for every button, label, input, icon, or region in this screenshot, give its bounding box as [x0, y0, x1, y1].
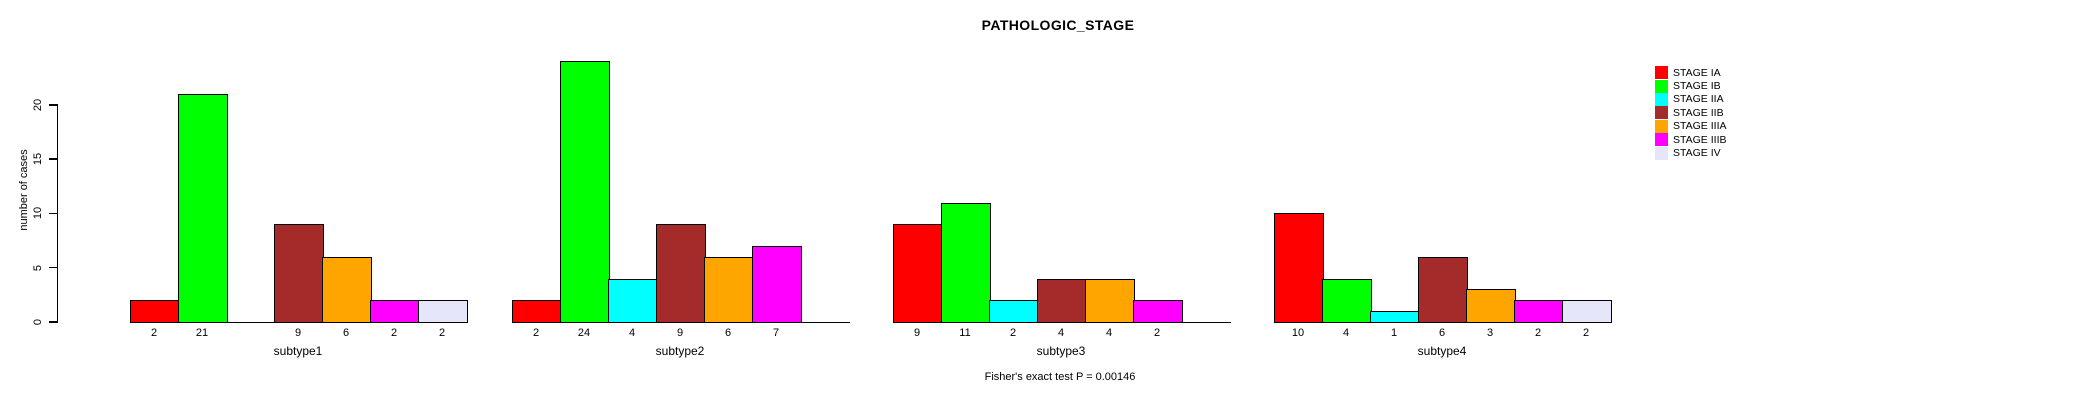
legend-label: STAGE IIA — [1673, 93, 1724, 106]
legend-swatch-icon — [1655, 146, 1668, 160]
bar-value-label: 2 — [438, 327, 446, 339]
y-axis-tick — [48, 266, 57, 269]
bar-value-label: 21 — [195, 327, 209, 339]
group-label: subtype1 — [273, 344, 323, 358]
legend-swatch-icon — [1655, 92, 1668, 106]
bar-stage-iiia — [704, 256, 754, 324]
bar-stage-iiia — [322, 256, 372, 324]
bar-value-label: 9 — [676, 327, 684, 339]
bar-stage-iia — [1370, 311, 1420, 324]
bar-value-label: 24 — [577, 327, 591, 339]
legend-swatch-icon — [1655, 119, 1668, 133]
bar-value-label: 6 — [724, 327, 732, 339]
bar-stage-ib — [560, 61, 610, 324]
bar-stage-ia — [512, 300, 562, 324]
legend-item: STAGE IA — [1655, 66, 1726, 80]
y-axis-label: number of cases — [18, 149, 30, 231]
bar-stage-iia — [989, 300, 1039, 324]
bar-value-label: 11 — [959, 327, 971, 339]
y-axis-tick-label: 15 — [32, 152, 44, 166]
bar-value-label: 2 — [532, 327, 540, 339]
legend-item: STAGE IIIB — [1655, 133, 1727, 147]
bar-stage-iib — [1418, 256, 1468, 324]
y-axis-tick-label: 5 — [32, 264, 44, 271]
bar-value-label: 4 — [628, 327, 636, 339]
group-label: subtype4 — [1417, 344, 1467, 358]
bar-value-label: 4 — [1057, 327, 1065, 339]
bar-value-label: 9 — [913, 327, 921, 339]
legend-label: STAGE IA — [1673, 66, 1721, 79]
bar-stage-ia — [1274, 213, 1324, 324]
bar-value-label: 9 — [294, 327, 302, 339]
y-axis-tick-label: 20 — [32, 98, 44, 111]
bar-stage-iiib — [370, 300, 420, 324]
bar-value-label: 4 — [1342, 327, 1350, 339]
chart-title: PATHOLOGIC_STAGE — [981, 17, 1135, 33]
legend-item: STAGE IIB — [1655, 106, 1726, 120]
legend: STAGE IA STAGE IB STAGE IIA STAGE IIB STAGE … — [1655, 66, 1726, 160]
bar-value-label: 2 — [150, 327, 158, 339]
legend-swatch-icon — [1655, 106, 1668, 120]
bar-stage-iib — [274, 224, 324, 324]
legend-swatch-icon — [1655, 66, 1668, 80]
legend-swatch-icon — [1655, 79, 1668, 93]
bar-value-label: 6 — [1438, 327, 1446, 339]
bar-stage-iiib — [752, 245, 802, 324]
bar-stage-iib — [1037, 278, 1087, 324]
fisher-test-annotation: Fisher's exact test P = 0.00146 — [984, 371, 1136, 383]
legend-label: STAGE IV — [1673, 147, 1721, 160]
bar-value-label: 2 — [390, 327, 398, 339]
bar-stage-ib — [1322, 278, 1372, 324]
legend-label: STAGE IB — [1673, 80, 1721, 93]
bar-value-label: 6 — [342, 327, 350, 339]
y-axis-tick — [48, 158, 57, 160]
bar-stage-iiia — [1085, 278, 1135, 324]
bar-value-label: 2 — [1534, 327, 1542, 339]
bar-value-label: 1 — [1390, 327, 1398, 339]
bar-value-label: 2 — [1153, 327, 1161, 339]
bar-value-label: 7 — [772, 327, 780, 339]
bar-value-label: 2 — [1009, 327, 1017, 339]
legend-label: STAGE IIB — [1673, 106, 1724, 119]
bar-stage-ia — [893, 224, 943, 324]
bar-stage-iia — [608, 278, 658, 324]
bar-value-label: 10 — [1291, 327, 1305, 339]
bar-stage-ia — [130, 300, 180, 324]
group-label: subtype2 — [655, 344, 705, 358]
legend-label: STAGE IIIA — [1673, 120, 1727, 133]
bar-stage-iv — [1562, 300, 1612, 324]
legend-label: STAGE IIIB — [1673, 133, 1727, 146]
y-axis-tick — [48, 321, 57, 323]
bar-stage-iiib — [1133, 300, 1183, 324]
bar-value-label: 3 — [1486, 327, 1494, 339]
y-axis-tick — [48, 212, 57, 215]
bar-value-label: 4 — [1105, 327, 1113, 339]
bar-stage-iiia — [1466, 289, 1516, 324]
y-axis-tick-label: 0 — [32, 318, 44, 326]
legend-item: STAGE IB — [1655, 79, 1726, 93]
legend-item: STAGE IIIA — [1655, 119, 1727, 133]
y-axis-line — [56, 104, 58, 323]
legend-swatch-icon — [1655, 133, 1668, 147]
y-axis-tick — [48, 104, 57, 106]
bar-stage-ib — [941, 202, 991, 324]
group-label: subtype3 — [1036, 344, 1086, 358]
y-axis-tick-label: 10 — [32, 207, 44, 220]
bar-stage-ib — [178, 93, 228, 324]
bar-stage-iv — [418, 300, 468, 324]
bar-value-label: 2 — [1582, 327, 1590, 339]
bar-stage-iiib — [1514, 300, 1564, 324]
bar-stage-iib — [656, 224, 706, 324]
legend-item: STAGE IV — [1655, 146, 1726, 160]
legend-item: STAGE IIA — [1655, 92, 1726, 106]
